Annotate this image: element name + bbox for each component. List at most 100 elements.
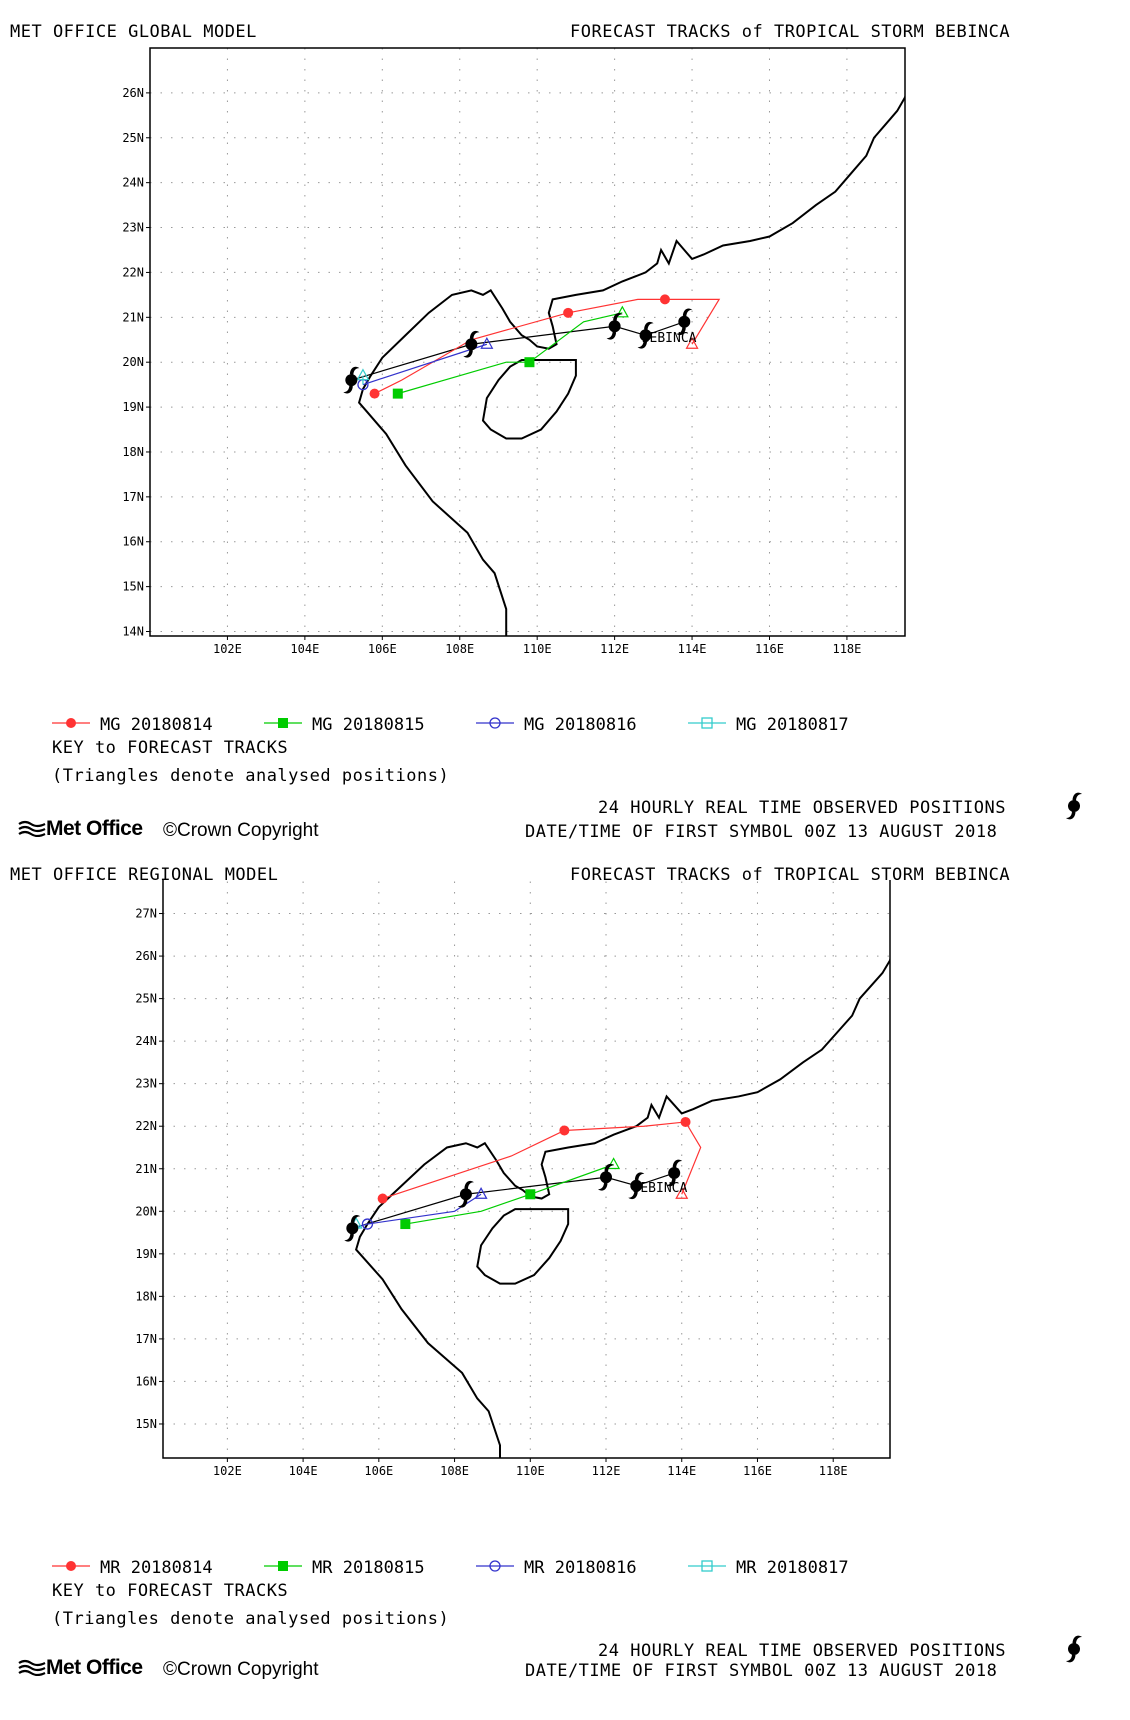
track-point: [278, 718, 288, 728]
track-point: [701, 1560, 713, 1572]
x-tick-label: 114E: [667, 1464, 696, 1478]
y-tick-label: 17N: [122, 490, 144, 504]
first-symbol-date: DATE/TIME OF FIRST SYMBOL 00Z 13 AUGUST …: [525, 822, 998, 842]
forecast-track-line: [374, 298, 721, 395]
analysed-position-triangle: [685, 336, 699, 349]
y-tick-label: 24N: [122, 176, 144, 190]
x-tick-label: 102E: [213, 642, 242, 656]
legend-item-2: MR 20180815: [264, 1558, 425, 1578]
storm-title: FORECAST TRACKS of TROPICAL STORM BEBINC…: [570, 22, 1011, 42]
hainan-coast: [481, 358, 577, 440]
x-tick-label: 112E: [600, 642, 629, 656]
analysed-position-triangle: [675, 1187, 689, 1199]
legend-label: MR 20180814: [100, 1558, 213, 1578]
x-tick-label: 118E: [819, 1464, 848, 1478]
gridlines: [163, 880, 890, 1458]
cyclone-icon: [1066, 792, 1082, 820]
forecast-track-map: 102E 104E 106E 108E 110E 112E 114E 116E 118E 15N 1…: [135, 880, 891, 1478]
track-point: [361, 1218, 374, 1230]
track-point: [659, 294, 670, 305]
legend-label: MG 20180814: [100, 715, 213, 735]
first-symbol-date: DATE/TIME OF FIRST SYMBOL 00Z 13 AUGUST …: [525, 1661, 998, 1681]
x-tick-label: 106E: [368, 642, 397, 656]
track-point: [489, 717, 501, 729]
observed-position-symbol: [606, 312, 623, 340]
y-tick-label: 25N: [135, 992, 157, 1006]
legend-label: MG 20180816: [524, 715, 637, 735]
y-tick-label: 15N: [135, 1417, 157, 1431]
observed-position-symbol: [343, 366, 360, 394]
x-tick-label: 108E: [440, 1464, 469, 1478]
triangle-note: (Triangles denote analysed positions): [52, 766, 450, 786]
x-tick-label: 118E: [832, 642, 861, 656]
y-tick-label: 14N: [122, 625, 144, 639]
analysed-position-triangle: [615, 305, 629, 318]
track-point: [392, 388, 403, 399]
legend-label: MR 20180816: [524, 1558, 637, 1578]
model-title: MET OFFICE GLOBAL MODEL: [10, 22, 257, 42]
legend-label: MG 20180817: [736, 715, 849, 735]
logo-text: Met Office: [46, 1656, 143, 1679]
observed-position-symbol: [463, 330, 480, 358]
track-point: [377, 1193, 388, 1204]
x-tick-label: 116E: [743, 1464, 772, 1478]
x-tick-label: 110E: [523, 642, 552, 656]
forecast-series-1: [369, 294, 721, 399]
track-point: [66, 718, 76, 728]
forecast-series-2: [400, 1157, 621, 1230]
met-office-logo: Met Office: [18, 817, 143, 841]
forecast-track-line: [405, 1163, 614, 1225]
legend-symbol: [476, 1560, 514, 1572]
legend-symbol: [52, 1561, 90, 1571]
track-point: [278, 1561, 288, 1571]
x-tick-label: 114E: [678, 642, 707, 656]
met-office-logo: Met Office: [18, 1656, 143, 1680]
mainland-coast: [357, 93, 905, 636]
global-model-panel: MET OFFICE GLOBAL MODEL FORECAST TRACKS …: [0, 0, 1130, 842]
track-point: [369, 388, 380, 399]
forecast-series-1: [377, 1116, 702, 1204]
y-tick-label: 23N: [122, 221, 144, 235]
observed-position-symbol: [676, 308, 693, 336]
track-point: [525, 1189, 536, 1200]
y-tick-label: 24N: [135, 1034, 157, 1048]
legend-symbol: [688, 717, 726, 729]
y-tick-label: 23N: [135, 1077, 157, 1091]
regional-model-panel: MET OFFICE REGIONAL MODEL FORECAST TRACK…: [0, 840, 1130, 1681]
track-point: [524, 357, 535, 368]
observed-position-symbol: [666, 1159, 683, 1187]
x-tick-label: 108E: [445, 642, 474, 656]
forecast-track-line: [397, 312, 623, 395]
y-tick-label: 20N: [135, 1204, 157, 1218]
legend-label: MR 20180817: [736, 1558, 849, 1578]
y-tick-label: 27N: [135, 907, 157, 921]
y-tick-label: 22N: [135, 1119, 157, 1133]
y-tick-label: 21N: [135, 1162, 157, 1176]
storm-title: FORECAST TRACKS of TROPICAL STORM BEBINC…: [570, 865, 1011, 885]
y-tick-label: 21N: [122, 310, 144, 324]
forecast-series-4: [356, 368, 370, 385]
y-tick-label: 16N: [122, 535, 144, 549]
track-point: [559, 1125, 570, 1136]
observed-position-symbol: [628, 1172, 645, 1200]
x-tick-label: 116E: [755, 642, 784, 656]
track-point: [701, 717, 713, 729]
key-title: KEY to FORECAST TRACKS: [52, 1581, 289, 1601]
observed-position-symbol: [344, 1214, 361, 1242]
y-tick-label: 18N: [122, 445, 144, 459]
storm-name-label: BEBINCA: [642, 331, 697, 346]
x-tick-label: 112E: [592, 1464, 621, 1478]
forecast-track-line: [352, 1193, 482, 1229]
map-frame: [162, 880, 891, 1459]
cyclone-icon: [1066, 1635, 1082, 1663]
forecast-track-map: 102E 104E 106E 108E 110E 112E 114E 116E 118E 14N 1…: [122, 47, 906, 656]
legend-symbol: [264, 1561, 302, 1571]
legend-item-3: MG 20180816: [476, 715, 637, 735]
copyright: ©Crown Copyright: [163, 1659, 319, 1680]
key-title: KEY to FORECAST TRACKS: [52, 738, 289, 758]
track-point: [400, 1219, 411, 1230]
observed-label: 24 HOURLY REAL TIME OBSERVED POSITIONS: [598, 1641, 1006, 1661]
x-tick-label: 104E: [290, 642, 319, 656]
track-point: [489, 1560, 501, 1572]
legend-item-1: MG 20180814: [52, 715, 213, 735]
